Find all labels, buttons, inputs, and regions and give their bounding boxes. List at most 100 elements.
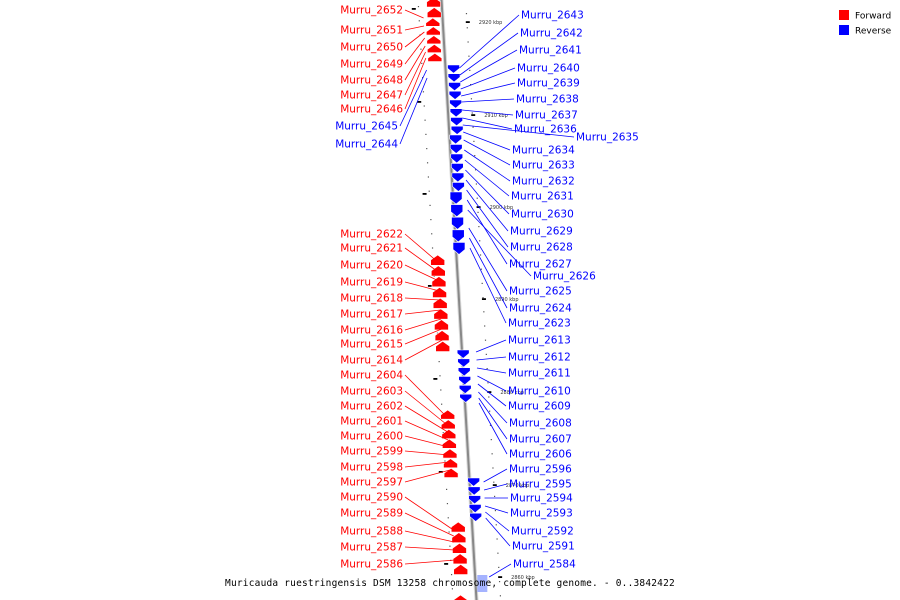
forward-gene-arrow[interactable] — [441, 429, 457, 439]
reverse-gene-arrow[interactable] — [452, 182, 465, 192]
reverse-gene-arrow[interactable] — [459, 393, 473, 403]
forward-leader-line — [404, 9, 424, 19]
reverse-gene-label: Murru_2630 — [511, 209, 574, 221]
reverse-gene-arrow[interactable] — [456, 349, 470, 359]
reverse-gene-faded[interactable] — [477, 575, 488, 592]
reverse-gene-arrow[interactable] — [447, 64, 460, 74]
forward-gene-arrow[interactable] — [452, 553, 468, 565]
forward-gene-arrow[interactable] — [442, 438, 457, 449]
forward-gene-arrow[interactable] — [442, 448, 458, 459]
major-tick-left — [433, 378, 438, 380]
reverse-gene-arrow[interactable] — [468, 495, 481, 505]
forward-gene-arrow[interactable] — [426, 35, 442, 45]
reverse-gene-arrow[interactable] — [449, 108, 463, 118]
reverse-gene-arrow[interactable] — [457, 367, 471, 377]
forward-gene-arrow[interactable] — [431, 265, 446, 277]
minor-tick — [484, 339, 487, 341]
forward-gene-arrow[interactable] — [427, 44, 442, 54]
reverse-leader-line — [461, 109, 514, 116]
forward-gene-arrow[interactable] — [440, 419, 456, 430]
reverse-gene-arrow[interactable] — [448, 90, 462, 100]
reverse-gene-arrow[interactable] — [451, 172, 465, 183]
reverse-gene-arrow[interactable] — [449, 134, 462, 145]
forward-gene-arrow[interactable] — [434, 330, 450, 342]
minor-tick — [436, 332, 439, 334]
forward-gene-arrow[interactable] — [425, 17, 441, 27]
forward-gene-arrow[interactable] — [427, 52, 443, 62]
forward-gene-arrow[interactable] — [453, 594, 468, 600]
forward-gene-arrow[interactable] — [453, 564, 469, 575]
forward-gene-arrow[interactable] — [432, 286, 447, 298]
reverse-gene-arrow[interactable] — [452, 242, 466, 255]
reverse-gene-arrow[interactable] — [450, 125, 464, 135]
reverse-gene-arrow[interactable] — [458, 385, 472, 395]
reverse-gene-arrow[interactable] — [448, 82, 461, 92]
forward-gene-arrow[interactable] — [426, 7, 442, 18]
forward-gene-arrow[interactable] — [443, 467, 459, 478]
reverse-gene-label: Murru_2637 — [515, 110, 578, 122]
backbone-line — [440, 0, 478, 600]
forward-leader-line — [404, 57, 427, 110]
major-tick-left — [444, 563, 449, 565]
reverse-gene-arrow[interactable] — [469, 512, 482, 522]
reverse-gene-label: Murru_2635 — [576, 132, 639, 144]
forward-gene-arrow[interactable] — [432, 297, 448, 309]
reverse-leader-line — [399, 77, 428, 145]
reverse-gene-arrow[interactable] — [450, 117, 463, 127]
forward-gene-arrow[interactable] — [451, 532, 467, 544]
minor-tick — [476, 197, 478, 199]
forward-gene-arrow[interactable] — [450, 521, 466, 533]
reverse-gene-arrow[interactable] — [468, 504, 482, 514]
forward-gene-label: Murru_2603 — [340, 386, 403, 398]
legend-label: Forward — [855, 12, 891, 22]
reverse-gene-arrow[interactable] — [451, 216, 464, 230]
reverse-leader-line — [462, 124, 575, 138]
reverse-gene-arrow[interactable] — [449, 144, 463, 154]
forward-gene-arrow[interactable] — [435, 340, 451, 352]
reverse-gene-label: Murru_2591 — [512, 541, 575, 553]
forward-gene-arrow[interactable] — [440, 409, 455, 420]
reverse-gene-label: Murru_2596 — [509, 464, 572, 476]
reverse-gene-label: Murru_2608 — [509, 418, 572, 430]
minor-tick — [420, 48, 422, 50]
reverse-gene-arrow[interactable] — [450, 204, 464, 218]
reverse-gene-arrow[interactable] — [457, 358, 470, 368]
forward-leader-line — [404, 25, 425, 31]
reverse-gene-arrow[interactable] — [451, 229, 465, 243]
forward-leader-line — [404, 559, 456, 565]
major-tick-left — [438, 471, 443, 473]
reverse-gene-label: Murru_2633 — [512, 160, 575, 172]
minor-tick — [479, 254, 482, 256]
reverse-gene-arrow[interactable] — [467, 486, 481, 496]
reverse-leader-line — [460, 67, 516, 90]
forward-gene-arrow[interactable] — [426, 26, 441, 36]
reverse-gene-arrow[interactable] — [458, 376, 472, 386]
forward-gene-arrow[interactable] — [443, 458, 458, 469]
forward-gene-arrow[interactable] — [431, 276, 447, 288]
reverse-gene-arrow[interactable] — [451, 163, 464, 173]
forward-gene-label: Murru_2586 — [340, 559, 403, 571]
minor-tick — [474, 155, 476, 157]
reverse-gene-arrow[interactable] — [449, 191, 463, 205]
minor-tick — [495, 524, 497, 526]
minor-tick — [488, 396, 490, 398]
forward-gene-arrow[interactable] — [452, 542, 467, 554]
forward-leader-line — [404, 405, 448, 433]
reverse-gene-arrow[interactable] — [447, 73, 461, 83]
minor-tick — [477, 211, 479, 213]
reverse-gene-label: Murru_2629 — [510, 226, 573, 238]
forward-gene-label: Murru_2619 — [340, 277, 403, 289]
forward-gene-arrow[interactable] — [426, 0, 441, 8]
legend-label: Reverse — [855, 27, 892, 37]
minor-tick — [480, 268, 482, 270]
reverse-gene-arrow[interactable] — [450, 153, 464, 164]
minor-tick — [494, 495, 496, 497]
forward-gene-arrow[interactable] — [430, 254, 445, 266]
minor-tick — [465, 13, 468, 15]
major-tick-left — [411, 8, 416, 10]
reverse-gene-arrow[interactable] — [449, 99, 462, 109]
forward-gene-arrow[interactable] — [434, 319, 449, 331]
reverse-leader-line — [459, 32, 519, 76]
minor-tick — [448, 531, 450, 533]
reverse-gene-arrow[interactable] — [467, 477, 480, 487]
